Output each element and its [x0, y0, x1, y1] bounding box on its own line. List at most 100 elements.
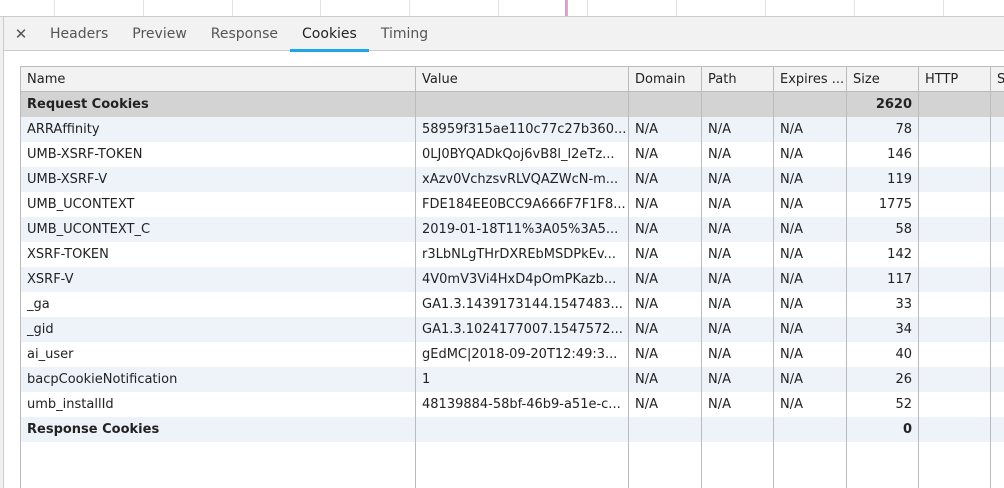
- request-group-row[interactable]: Request Cookies 2620: [20, 91, 1004, 117]
- cookie-path: N/A: [701, 166, 774, 192]
- cookie-name: XSRF-V: [20, 266, 416, 292]
- left-pane-edge: [0, 17, 4, 488]
- cookie-row[interactable]: ARRAffinity 58959f315ae110c77c27b360... N/…: [20, 116, 1004, 142]
- cookie-domain: N/A: [628, 291, 702, 317]
- cookie-path: N/A: [701, 316, 774, 342]
- cookie-expires: N/A: [773, 391, 847, 417]
- cookie-size: 34: [846, 316, 919, 342]
- cookie-size: 1775: [846, 191, 919, 217]
- timeline-strip: [0, 0, 1004, 17]
- empty-cell: [990, 116, 1004, 142]
- empty-cell: [990, 316, 1004, 342]
- column-header-expires[interactable]: Expires ...: [773, 66, 847, 92]
- cookie-row[interactable]: umb_installId 48139884-58bf-46b9-a51e-c..…: [20, 391, 1004, 417]
- cookie-domain: N/A: [628, 141, 702, 167]
- empty-cell: [918, 441, 991, 488]
- cookie-value: FDE184EE0BCC9A666F7F1F8...: [415, 191, 629, 217]
- cookie-path: N/A: [701, 391, 774, 417]
- cookie-domain: N/A: [628, 366, 702, 392]
- empty-cell: [415, 441, 629, 488]
- response-group-row[interactable]: Response Cookies 0: [20, 416, 1004, 442]
- tab-preview[interactable]: Preview: [132, 25, 187, 42]
- cookie-value: 2019-01-18T11%3A05%3A5...: [415, 216, 629, 242]
- empty-cell: [990, 91, 1004, 117]
- cookie-row[interactable]: ai_user gEdMC|2018-09-20T12:49:3... N/A N/A…: [20, 341, 1004, 367]
- empty-cell: [990, 241, 1004, 267]
- cookie-domain: N/A: [628, 116, 702, 142]
- tab-cookies[interactable]: Cookies: [290, 17, 369, 52]
- cookie-size: 119: [846, 166, 919, 192]
- column-header-path[interactable]: Path: [701, 66, 774, 92]
- cookie-domain: N/A: [628, 391, 702, 417]
- column-header-size[interactable]: Size: [846, 66, 919, 92]
- empty-cell: [701, 441, 774, 488]
- cookie-size: 58: [846, 216, 919, 242]
- cookie-value: 0LJ0BYQADkQoj6vB8l_l2eTz...: [415, 141, 629, 167]
- cookie-size: 26: [846, 366, 919, 392]
- empty-cell: [918, 366, 991, 392]
- empty-cell: [701, 416, 774, 442]
- empty-cell: [990, 416, 1004, 442]
- cookie-row[interactable]: UMB_UCONTEXT_C 2019-01-18T11%3A05%3A5... N…: [20, 216, 1004, 242]
- cookie-expires: N/A: [773, 116, 847, 142]
- close-icon[interactable]: ✕: [14, 24, 28, 43]
- group-size: 0: [846, 416, 919, 442]
- column-header-s[interactable]: S: [990, 66, 1004, 92]
- empty-cell: [773, 416, 847, 442]
- empty-cell: [846, 441, 919, 488]
- cookie-value: gEdMC|2018-09-20T12:49:3...: [415, 341, 629, 367]
- cookie-size: 117: [846, 266, 919, 292]
- cookie-domain: N/A: [628, 266, 702, 292]
- cookie-value: GA1.3.1024177007.1547572...: [415, 316, 629, 342]
- cookie-size: 52: [846, 391, 919, 417]
- empty-cell: [918, 241, 991, 267]
- cookie-expires: N/A: [773, 366, 847, 392]
- cookie-value: 1: [415, 366, 629, 392]
- cookie-domain: N/A: [628, 166, 702, 192]
- cookie-path: N/A: [701, 266, 774, 292]
- empty-cell: [990, 141, 1004, 167]
- tab-response[interactable]: Response: [210, 25, 279, 42]
- column-header-name[interactable]: Name: [20, 66, 416, 92]
- empty-cell: [918, 116, 991, 142]
- detail-tabs: ✕ Headers Preview Response Cookies Timin…: [4, 17, 1004, 52]
- cookie-row[interactable]: _ga GA1.3.1439173144.1547483... N/A N/A N/A 3…: [20, 291, 1004, 317]
- cookie-path: N/A: [701, 241, 774, 267]
- cookie-expires: N/A: [773, 341, 847, 367]
- column-header-domain[interactable]: Domain: [628, 66, 702, 92]
- cookie-path: N/A: [701, 141, 774, 167]
- cookie-size: 142: [846, 241, 919, 267]
- cookie-row[interactable]: XSRF-TOKEN r3LbNLgTHrDXREbMSDPkEv... N/A N/…: [20, 241, 1004, 267]
- cookie-name: ai_user: [20, 341, 416, 367]
- cookie-value: xAzv0VchzsvRLVQAZWcN-m...: [415, 166, 629, 192]
- tab-headers[interactable]: Headers: [50, 25, 109, 42]
- empty-cell: [990, 216, 1004, 242]
- empty-cell: [918, 391, 991, 417]
- cookie-value: 48139884-58bf-46b9-a51e-c...: [415, 391, 629, 417]
- group-label: Request Cookies: [20, 91, 416, 117]
- empty-cell: [918, 291, 991, 317]
- cookie-expires: N/A: [773, 291, 847, 317]
- cookie-row[interactable]: XSRF-V 4V0mV3Vi4HxD4pOmPKazb... N/A N/A N/A 1…: [20, 266, 1004, 292]
- cookie-expires: N/A: [773, 316, 847, 342]
- cookie-size: 146: [846, 141, 919, 167]
- cookie-row[interactable]: _gid GA1.3.1024177007.1547572... N/A N/A N/A…: [20, 316, 1004, 342]
- empty-cell: [990, 391, 1004, 417]
- cookie-domain: N/A: [628, 241, 702, 267]
- empty-cell: [918, 341, 991, 367]
- column-header-value[interactable]: Value: [415, 66, 629, 92]
- empty-cell: [918, 166, 991, 192]
- cookie-expires: N/A: [773, 191, 847, 217]
- empty-cell: [415, 91, 629, 117]
- cookie-name: UMB-XSRF-V: [20, 166, 416, 192]
- empty-cell: [918, 216, 991, 242]
- column-header-http[interactable]: HTTP: [918, 66, 991, 92]
- tab-timing[interactable]: Timing: [380, 25, 429, 42]
- cookie-value: r3LbNLgTHrDXREbMSDPkEv...: [415, 241, 629, 267]
- cookie-row[interactable]: bacpCookieNotification 1 N/A N/A N/A 26: [20, 366, 1004, 392]
- cookie-path: N/A: [701, 366, 774, 392]
- cookie-row[interactable]: UMB-XSRF-V xAzv0VchzsvRLVQAZWcN-m... N/A N/…: [20, 166, 1004, 192]
- cookie-row[interactable]: UMB-XSRF-TOKEN 0LJ0BYQADkQoj6vB8l_l2eTz..…: [20, 141, 1004, 167]
- cookie-row[interactable]: UMB_UCONTEXT FDE184EE0BCC9A666F7F1F8... N/…: [20, 191, 1004, 217]
- cookie-path: N/A: [701, 116, 774, 142]
